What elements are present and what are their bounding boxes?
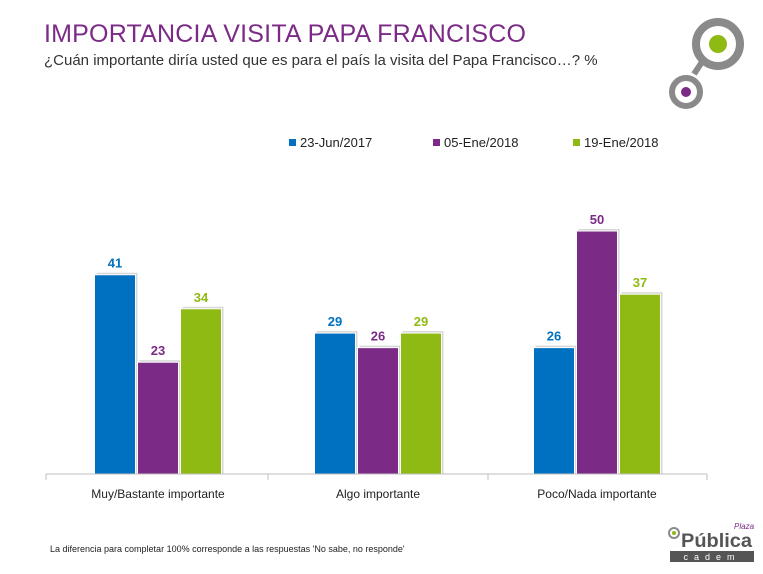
data-label: 29 [414,314,428,329]
logo-bottom-bar [670,551,754,562]
data-label: 50 [590,212,604,227]
logo-large-ring [692,18,744,70]
plaza-publica-cadem-logo: Plaza Pública cadem [668,522,755,562]
legend-swatch [289,139,296,146]
legend-item-series-2: 05-Ene/2018 [433,135,518,150]
logo-mini-dot [672,531,676,535]
legend-item-series-3: 19-Ene/2018 [573,135,658,150]
bar-3-1 [180,308,222,475]
page-subtitle: ¿Cuán importante diría usted que es para… [44,52,598,69]
legend-label: 05-Ene/2018 [444,135,519,150]
category-label: Poco/Nada importante [537,487,657,501]
category-label: Muy/Bastante importante [91,487,225,501]
data-label: 26 [371,329,385,344]
brand-circles-logo [669,18,744,109]
data-label: 29 [328,314,342,329]
logo-small-ring [669,75,703,109]
data-label: 41 [108,256,122,271]
data-label: 26 [547,329,561,344]
bar-2-3 [576,230,618,475]
category-label: Algo importante [336,487,420,501]
data-label: 23 [151,343,165,358]
bar-1-3 [533,347,575,475]
footnote: La diferencia para completar 100% corres… [50,544,405,554]
logo-mini-ring [668,527,680,539]
logo-word-bottom: cadem [683,552,740,562]
logo-connector [691,60,705,76]
legend-swatch [433,139,440,146]
chart-legend: 23-Jun/2017 05-Ene/2018 19-Ene/2018 [0,135,763,153]
data-label: 37 [633,275,647,290]
bar-2-1 [137,361,179,475]
logo-green-dot [709,35,727,53]
legend-label: 19-Ene/2018 [584,135,659,150]
logo-word-top: Plaza [734,522,755,531]
legend-label: 23-Jun/2017 [300,135,373,150]
bar-3-3 [619,293,661,475]
logo-purple-dot [681,87,691,97]
bar-1-2 [314,332,356,475]
bar-2-2 [357,347,399,475]
page-title: IMPORTANCIA VISITA PAPA FRANCISCO [44,20,527,48]
legend-item-series-1: 23-Jun/2017 [289,135,372,150]
logo-word-main: Pública [681,531,752,552]
legend-swatch [573,139,580,146]
data-label: 34 [194,290,209,305]
bar-1-1 [94,274,136,475]
bar-3-2 [400,332,442,475]
